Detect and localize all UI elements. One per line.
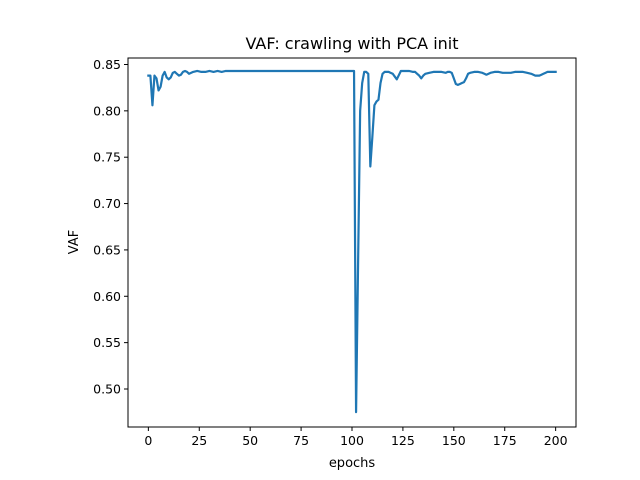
y-tick-label: 0.60 — [93, 289, 121, 304]
axis-ticks: 0 25 50 75 100 125 150 175 200 0.50 0.55 0.60 0.65 0.… — [93, 57, 567, 448]
y-tick-label: 0.75 — [93, 150, 121, 165]
x-tick-label: 200 — [544, 433, 568, 448]
y-tick-label: 0.70 — [93, 196, 121, 211]
y-tick-label: 0.55 — [93, 335, 121, 350]
y-axis-label: VAF — [67, 230, 82, 254]
x-tick-label: 175 — [493, 433, 517, 448]
y-tick-label: 0.65 — [93, 242, 121, 257]
chart-title: VAF: crawling with PCA init — [245, 34, 458, 53]
plot-area — [147, 69, 557, 414]
y-tick-label: 0.80 — [93, 103, 121, 118]
x-axis-label: epochs — [329, 456, 376, 471]
y-tick-label: 0.50 — [93, 381, 121, 396]
axes-frame — [127, 57, 577, 428]
vaf-series-line — [147, 69, 557, 414]
x-tick-label: 100 — [340, 433, 364, 448]
x-tick-label: 25 — [191, 433, 207, 448]
y-tick-label: 0.85 — [93, 57, 121, 72]
x-tick-label: 50 — [242, 433, 258, 448]
x-tick-label: 75 — [293, 433, 309, 448]
x-tick-label: 0 — [144, 433, 152, 448]
x-tick-label: 150 — [442, 433, 466, 448]
x-tick-label: 125 — [391, 433, 415, 448]
